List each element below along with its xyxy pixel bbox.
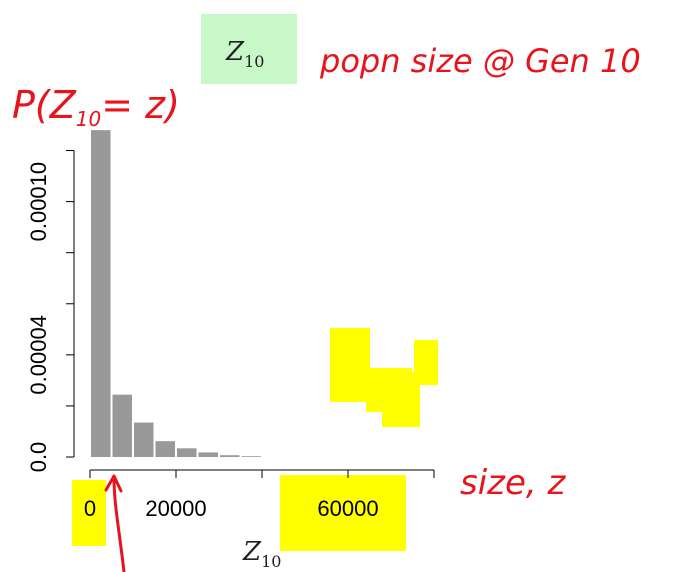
histogram-bar-5 <box>198 452 218 457</box>
histogram-bar-0 <box>91 130 111 457</box>
x-axis: 0 20000 60000 <box>84 469 435 521</box>
histogram-bar-7 <box>241 456 261 457</box>
annotation-popn-size: popn size @ Gen 10 <box>319 42 641 80</box>
histogram-bar-1 <box>112 394 132 457</box>
x-axis-label-letter: Z <box>242 537 262 567</box>
histogram-bar-4 <box>177 448 197 457</box>
histogram-bar-6 <box>220 455 240 457</box>
x-tick-label-1: 20000 <box>145 496 206 521</box>
y-tick-label-2: 0.00004 <box>26 315 51 395</box>
top-z-letter: Z <box>225 37 245 67</box>
histogram-bar-2 <box>134 422 154 457</box>
yellow-highlight-60000 <box>280 475 406 551</box>
top-z10-label: Z10 <box>225 37 264 71</box>
green-highlight <box>201 14 297 84</box>
x-tick-label-3: 60000 <box>317 496 378 521</box>
annotation-y-prob-tail: = z) <box>101 83 180 127</box>
annotation-y-probability: P(Z10= z) <box>12 83 180 131</box>
annotation-y-prob-head: P(Z <box>12 83 77 127</box>
histogram-bars <box>91 130 261 457</box>
yellow-highlight-blob <box>330 328 438 427</box>
top-z-subscript: 10 <box>244 52 264 71</box>
x-axis-label: Z10 <box>242 537 281 571</box>
annotation-y-prob-sub: 10 <box>76 107 101 131</box>
yellow-highlight-zero <box>72 480 106 546</box>
annotation-size-z: size, z <box>460 463 567 503</box>
annotation-arrow <box>104 474 126 572</box>
histogram-chart: 0.0 0.00004 0.00010 0 20000 60000 <box>26 130 435 521</box>
histogram-bar-3 <box>155 441 175 457</box>
x-axis-label-subscript: 10 <box>261 552 281 571</box>
y-tick-label-0: 0.0 <box>26 442 51 473</box>
y-axis: 0.0 0.00004 0.00010 <box>26 150 75 473</box>
x-tick-label-0: 0 <box>84 496 96 521</box>
y-tick-label-5: 0.00010 <box>26 162 51 242</box>
